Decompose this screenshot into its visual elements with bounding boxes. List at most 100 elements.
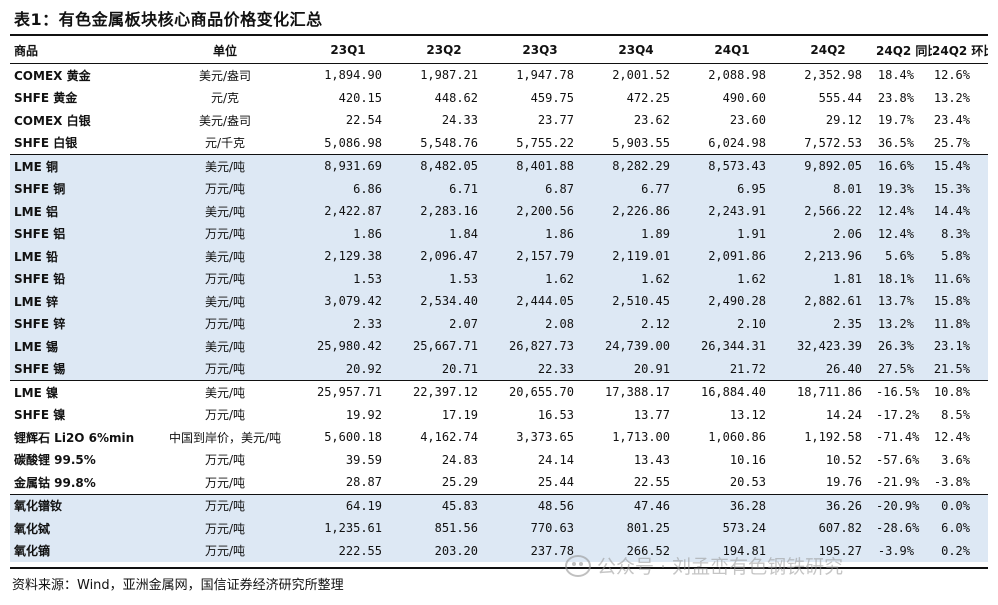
cell-price-q4: 22.55 xyxy=(633,475,670,490)
cell-price-q2: 17.19 xyxy=(441,407,478,422)
table-row: SHFE 锌万元/吨 2.33 2.07 2.08 2.12 2.10 2.35 13.2% 1… xyxy=(10,312,988,335)
col-header-yoy: 24Q2 同比 xyxy=(876,37,932,64)
cell-price-q6: 7,572.53 xyxy=(804,135,862,150)
cell-price-q3: 22.33 xyxy=(492,357,588,381)
cell-price-q1: 8,931.69 xyxy=(300,154,396,178)
cell-yoy: 13.7% xyxy=(876,290,932,313)
cell-yoy: 12.4% xyxy=(876,222,932,245)
cell-price-q3: 2,200.56 xyxy=(492,200,588,223)
cell-price-q4: 1.62 xyxy=(588,267,684,290)
cell-price-q6: 1.81 xyxy=(780,267,876,290)
table-row: LME 镍美元/吨 25,957.71 22,397.12 20,655.70 17,3… xyxy=(10,380,988,404)
cell-commodity: SHFE 铅 xyxy=(10,267,150,290)
cell-price-q3: 2.08 xyxy=(492,312,588,335)
cell-price-q2: 6.71 xyxy=(396,177,492,200)
col-header-23q4: 23Q4 xyxy=(588,37,684,64)
table-row: 氧化镝 万元/吨 222.55 203.20 237.78 266.52 194.81 195… xyxy=(10,539,988,562)
cell-price-q3: 1,947.78 xyxy=(516,68,574,83)
cell-price-q2: 25.29 xyxy=(441,475,478,490)
cell-commodity: 碳酸锂 99.5% xyxy=(14,453,96,468)
cell-price-q2: 22,397.12 xyxy=(396,380,492,404)
cell-price-q1: 420.15 xyxy=(338,90,382,105)
cell-price-q4: 2,226.86 xyxy=(588,200,684,223)
col-header-23q3: 23Q3 xyxy=(492,37,588,64)
cell-price-q1: 1,235.61 xyxy=(300,517,396,540)
cell-qoq: 13.2% xyxy=(933,90,970,105)
watermark: 公众号 · 刘孟峦有色钢铁研究 xyxy=(565,552,843,579)
cell-price-q1: 25,980.42 xyxy=(300,335,396,358)
cell-price-q6: 14.24 xyxy=(825,407,862,422)
cell-unit: 万元/吨 xyxy=(150,517,300,540)
cell-price-q1: 1,894.90 xyxy=(324,68,382,83)
cell-price-q3: 23.77 xyxy=(537,113,574,128)
cell-qoq: 8.5% xyxy=(941,407,970,422)
cell-price-q1: 19.92 xyxy=(345,407,382,422)
cell-price-q1: 3,079.42 xyxy=(300,290,396,313)
cell-price-q1: 1.53 xyxy=(300,267,396,290)
cell-yoy: 36.5% xyxy=(877,135,914,150)
cell-commodity: 锂辉石 Li2O 6%min xyxy=(14,430,135,445)
cell-price-q5: 2,091.86 xyxy=(684,245,780,268)
cell-price-q1: 64.19 xyxy=(300,493,396,517)
cell-commodity: LME 锌 xyxy=(10,290,150,313)
cell-price-q5: 8,573.43 xyxy=(684,154,780,178)
cell-price-q3: 24.14 xyxy=(537,452,574,467)
cell-price-q5: 26,344.31 xyxy=(684,335,780,358)
cell-yoy: -3.9% xyxy=(876,539,932,562)
cell-price-q2: 1.53 xyxy=(396,267,492,290)
cell-qoq: 6.0% xyxy=(932,517,988,540)
table-body: COMEX 黄金 美元/盎司 1,894.90 1,987.21 1,947.78 2,0… xyxy=(10,64,988,562)
cell-commodity: 氧化铽 xyxy=(10,517,150,540)
cell-price-q2: 851.56 xyxy=(396,517,492,540)
cell-price-q2: 448.62 xyxy=(434,90,478,105)
cell-price-q6: 32,423.39 xyxy=(780,335,876,358)
cell-price-q4: 2,119.01 xyxy=(588,245,684,268)
cell-price-q3: 16.53 xyxy=(537,407,574,422)
cell-price-q4: 13.77 xyxy=(633,407,670,422)
cell-price-q1: 1.86 xyxy=(300,222,396,245)
cell-unit: 万元/吨 xyxy=(204,408,246,423)
cell-unit: 万元/吨 xyxy=(150,177,300,200)
cell-price-q2: 24.83 xyxy=(441,452,478,467)
cell-price-q5: 194.81 xyxy=(684,539,780,562)
cell-price-q6: 1,192.58 xyxy=(804,430,862,445)
header-row: 商品 单位 23Q1 23Q2 23Q3 23Q4 24Q1 24Q2 24Q2… xyxy=(10,37,988,64)
cell-unit: 美元/吨 xyxy=(150,154,300,178)
cell-unit: 万元/吨 xyxy=(204,453,246,468)
table-row: COMEX 黄金 美元/盎司 1,894.90 1,987.21 1,947.78 2,0… xyxy=(10,64,988,87)
table-row: LME 锌美元/吨 3,079.42 2,534.40 2,444.05 2,510.4… xyxy=(10,290,988,313)
cell-price-q2: 25,667.71 xyxy=(396,335,492,358)
cell-yoy: -16.5% xyxy=(876,380,932,404)
cell-price-q2: 4,162.74 xyxy=(420,430,478,445)
cell-price-q1: 5,600.18 xyxy=(324,430,382,445)
cell-unit: 美元/吨 xyxy=(150,335,300,358)
cell-commodity: SHFE 镍 xyxy=(14,408,66,423)
cell-price-q3: 5,755.22 xyxy=(516,135,574,150)
cell-price-q5: 2,490.28 xyxy=(684,290,780,313)
cell-qoq: 14.4% xyxy=(932,200,988,223)
cell-price-q6: 18,711.86 xyxy=(780,380,876,404)
cell-price-q1: 28.87 xyxy=(345,475,382,490)
cell-price-q5: 21.72 xyxy=(684,357,780,381)
cell-unit: 美元/吨 xyxy=(150,290,300,313)
cell-price-q2: 203.20 xyxy=(396,539,492,562)
cell-price-q3: 48.56 xyxy=(492,493,588,517)
cell-unit: 元/克 xyxy=(210,91,240,106)
cell-price-q2: 1.84 xyxy=(396,222,492,245)
cell-unit: 万元/吨 xyxy=(150,312,300,335)
cell-qoq: 5.8% xyxy=(932,245,988,268)
cell-yoy: 19.7% xyxy=(877,113,914,128)
cell-price-q5: 6.95 xyxy=(684,177,780,200)
cell-qoq: 21.5% xyxy=(932,357,988,381)
cell-qoq: 10.8% xyxy=(932,380,988,404)
cell-qoq: 11.8% xyxy=(932,312,988,335)
cell-price-q5: 6,024.98 xyxy=(708,135,766,150)
cell-yoy: 18.1% xyxy=(876,267,932,290)
cell-price-q6: 26.40 xyxy=(780,357,876,381)
table-row: LME 锡美元/吨 25,980.42 25,667.71 26,827.73 24,7… xyxy=(10,335,988,358)
cell-price-q1: 2.33 xyxy=(300,312,396,335)
cell-price-q1: 6.86 xyxy=(300,177,396,200)
cell-price-q5: 1,060.86 xyxy=(708,430,766,445)
table-row: SHFE 铜万元/吨 6.86 6.71 6.87 6.77 6.95 8.01 19.3% 1… xyxy=(10,177,988,200)
cell-price-q4: 17,388.17 xyxy=(588,380,684,404)
